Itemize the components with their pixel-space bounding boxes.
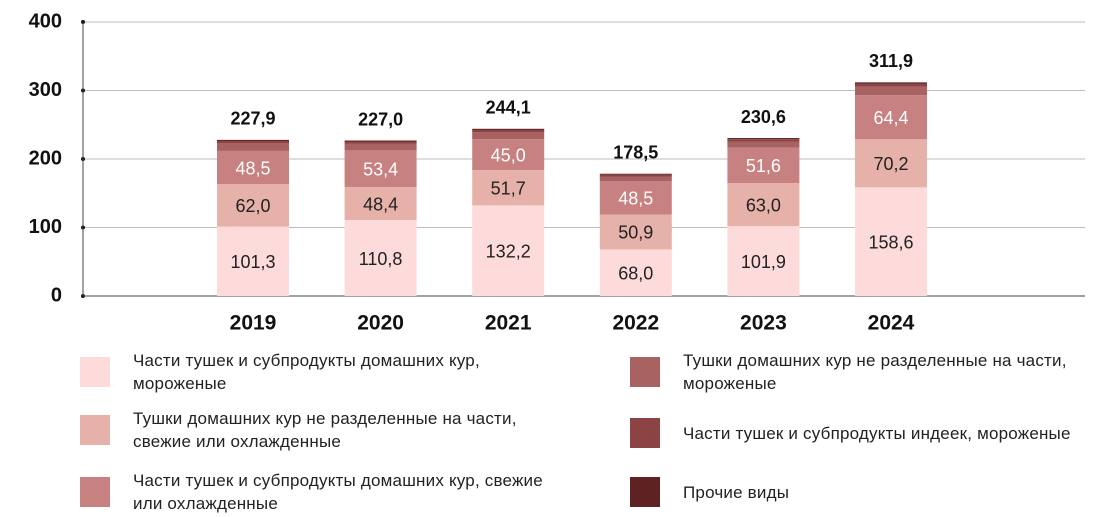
bar-segment: [472, 139, 545, 171]
value-label: 53,4: [363, 159, 398, 179]
bar-segment: [599, 214, 672, 250]
y-tick-label: 300: [29, 79, 62, 101]
value-label: 132,2: [486, 241, 531, 261]
legend-item: Прочие виды: [630, 467, 1112, 517]
bar-segment: [599, 249, 672, 296]
value-label: 51,7: [491, 178, 526, 198]
bar-segment: [217, 184, 289, 227]
value-label: 51,6: [746, 156, 781, 176]
value-label: 110,8: [359, 249, 403, 269]
legend-item: Части тушек и субпродукты индеек, мороже…: [630, 408, 1112, 458]
legend-label: Части тушек и субпродукты индеек, мороже…: [683, 423, 1071, 443]
value-label: 48,5: [618, 189, 653, 209]
y-tick-label: 100: [29, 216, 62, 238]
bar-segment: [727, 138, 800, 140]
total-label: 227,0: [358, 109, 403, 129]
legend-swatch: [630, 477, 660, 507]
bar-segment: [344, 140, 417, 142]
legend-item: Тушки домашних кур не разделенные на час…: [80, 405, 573, 455]
bar-segment: [855, 83, 927, 87]
value-label: 50,9: [618, 223, 653, 243]
legend-label: Прочие виды: [683, 482, 790, 502]
total-label: 227,9: [230, 109, 275, 129]
legend-swatch: [80, 415, 110, 445]
legend-swatch: [630, 418, 660, 448]
value-label: 70,2: [873, 154, 908, 174]
x-tick-label: 2023: [740, 312, 787, 335]
bar-segment: [217, 143, 289, 151]
value-label: 158,6: [868, 232, 913, 252]
value-label: 48,5: [235, 158, 270, 178]
legend-item: Части тушек и субпродукты домашних кур, …: [80, 347, 573, 397]
bar-segment: [727, 141, 800, 148]
bar-segment: [855, 139, 927, 188]
bar-segment: [727, 139, 800, 142]
value-label: 64,4: [873, 108, 908, 128]
bar-segment: [599, 181, 672, 215]
bar-segment: [599, 173, 672, 175]
value-label: 68,0: [618, 263, 653, 283]
bar-segment: [855, 86, 927, 96]
total-label: 311,9: [869, 51, 913, 71]
x-tick-label: 2024: [868, 312, 915, 335]
value-label: 45,0: [491, 145, 526, 165]
y-tick-label: 400: [29, 10, 62, 32]
legend-swatch: [80, 477, 110, 507]
bar-segment: [472, 170, 545, 206]
bar-segment: [727, 183, 800, 227]
legend-swatch: [80, 357, 110, 387]
y-tick-label: 200: [29, 147, 62, 169]
total-label: 230,6: [741, 107, 786, 127]
x-tick-label: 2020: [357, 312, 404, 335]
bar-segment: [472, 205, 545, 296]
bar-segment: [217, 226, 289, 296]
bar-segment: [344, 143, 417, 151]
value-label: 62,0: [235, 196, 270, 216]
value-label: 101,3: [230, 252, 275, 272]
total-label: 244,1: [486, 98, 531, 118]
bar-segment: [599, 174, 672, 177]
legend-item: Тушки домашних кур не разделенные на час…: [630, 347, 1112, 397]
legend-label: Тушки домашних кур не разделенные на час…: [133, 409, 517, 451]
bar-segment: [344, 186, 417, 221]
bar-segment: [472, 129, 545, 133]
value-label: 48,4: [363, 194, 398, 214]
total-label: 178,5: [613, 142, 658, 162]
bar-segment: [472, 132, 545, 140]
legend-label: Части тушек и субпродукты домашних кур, …: [133, 471, 543, 513]
bar-segment: [472, 128, 545, 130]
x-tick-label: 2022: [612, 312, 659, 335]
legend-label: Части тушек и субпродукты домашних кур, …: [133, 351, 480, 393]
bar-segment: [344, 141, 417, 144]
x-tick-label: 2019: [230, 312, 277, 335]
bar-segment: [855, 82, 927, 84]
bar-segment: [217, 150, 289, 185]
bar-segment: [727, 147, 800, 184]
bar-segment: [855, 187, 927, 296]
bar-segment: [217, 140, 289, 144]
legend-item: Части тушек и субпродукты домашних кур, …: [80, 467, 573, 517]
bar-segment: [727, 226, 800, 296]
x-tick-label: 2021: [485, 312, 532, 335]
value-label: 101,9: [741, 252, 786, 272]
bar-segment: [217, 139, 289, 141]
chart: 0 100 200 300 400 2019 101,3 62,0 48,5 227,9 2020 1…: [29, 10, 1085, 335]
legend-label: Тушки домашних кур не разделенные на час…: [683, 351, 1067, 393]
bar-segment: [344, 220, 417, 296]
legend-swatch: [630, 357, 660, 387]
value-label: 63,0: [746, 195, 781, 215]
y-tick-label: 0: [51, 284, 62, 306]
bar-segment: [599, 176, 672, 182]
bar-segment: [344, 150, 417, 187]
bar-segment: [855, 95, 927, 140]
